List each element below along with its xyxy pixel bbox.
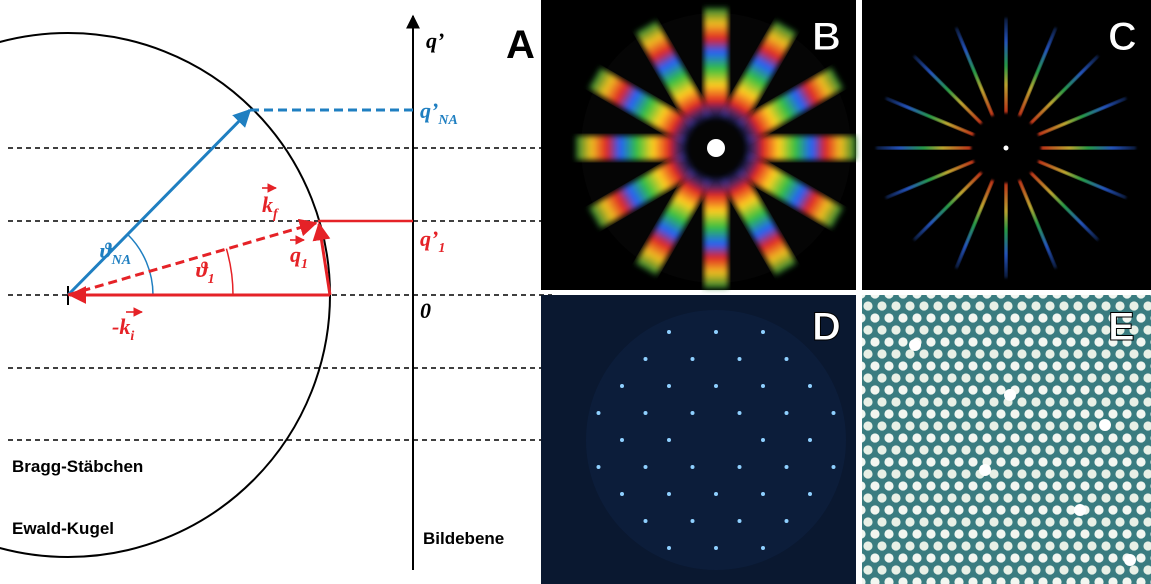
diffraction-spot xyxy=(832,465,836,469)
diffraction-spot xyxy=(667,438,671,442)
defect xyxy=(1099,419,1111,431)
diffraction-line xyxy=(1005,183,1008,278)
diffraction-spot xyxy=(714,384,718,388)
diffraction-spot xyxy=(620,492,624,496)
theta-1-arc xyxy=(226,249,233,295)
defect xyxy=(1124,554,1136,566)
diffraction-spot xyxy=(691,465,695,469)
diffraction-spot xyxy=(808,438,812,442)
k-f-label: kf xyxy=(262,192,279,222)
diffraction-spot xyxy=(738,465,742,469)
theta-na-label: ϑNA xyxy=(100,238,131,268)
diffraction-spot xyxy=(644,519,648,523)
diffraction-spot xyxy=(738,411,742,415)
aperture xyxy=(586,310,846,570)
diffraction-spot xyxy=(667,546,671,550)
diffraction-spot xyxy=(714,492,718,496)
figure: q’ A q’NA q’1 0 kf q1 ϑNA ϑ1 -ki Bragg-S… xyxy=(0,0,1151,584)
defect xyxy=(1074,504,1086,516)
diffraction-line xyxy=(876,147,971,150)
defect xyxy=(979,464,991,476)
diffraction-line xyxy=(1005,18,1008,113)
diffraction-spot xyxy=(597,411,601,415)
diffraction-spot xyxy=(808,492,812,496)
diffraction-spot xyxy=(691,357,695,361)
defect xyxy=(909,339,921,351)
ewald-label: Ewald-Kugel xyxy=(12,519,114,538)
diffraction-spot xyxy=(644,411,648,415)
zero-order xyxy=(1004,146,1009,151)
diffraction-spot xyxy=(761,330,765,334)
panel-label: C xyxy=(1108,15,1137,59)
diffraction-spot xyxy=(761,546,765,550)
diffraction-spot xyxy=(785,357,789,361)
q1-label: q’1 xyxy=(420,226,445,256)
zero-label: 0 xyxy=(420,298,431,323)
zero-order xyxy=(707,139,725,157)
q-na-label: q’NA xyxy=(420,98,458,128)
bragg-label: Bragg-Stäbchen xyxy=(12,457,143,476)
diffraction-spot xyxy=(808,384,812,388)
diffraction-streak xyxy=(746,136,856,160)
diffraction-spot xyxy=(644,465,648,469)
diffraction-spot xyxy=(667,384,671,388)
diffraction-spot xyxy=(620,384,624,388)
diffraction-spot xyxy=(832,411,836,415)
image-plane-label: Bildebene xyxy=(423,529,504,548)
k-na-vector xyxy=(68,110,250,295)
diffraction-spot xyxy=(761,492,765,496)
diffraction-spot xyxy=(620,438,624,442)
diffraction-spot xyxy=(785,465,789,469)
diffraction-streak xyxy=(704,178,728,288)
diffraction-spot xyxy=(761,438,765,442)
diffraction-spot xyxy=(714,330,718,334)
k-i-label: -ki xyxy=(112,314,134,344)
diffraction-spot xyxy=(691,519,695,523)
panel-label: A xyxy=(506,23,535,67)
diffraction-spot xyxy=(738,357,742,361)
panel-a: q’ A q’NA q’1 0 kf q1 ϑNA ϑ1 -ki Bragg-S… xyxy=(0,16,552,570)
diffraction-spot xyxy=(714,546,718,550)
diffraction-line xyxy=(1041,147,1136,150)
q1-vector-label: q1 xyxy=(290,242,308,272)
diffraction-spot xyxy=(667,492,671,496)
theta-na-arc xyxy=(128,234,153,295)
diffraction-spot xyxy=(597,465,601,469)
diffraction-spot xyxy=(761,384,765,388)
diffraction-spot xyxy=(785,519,789,523)
diffraction-spot xyxy=(691,411,695,415)
diffraction-streak xyxy=(576,136,686,160)
panel-label: E xyxy=(1108,305,1135,349)
defect xyxy=(1004,389,1016,401)
theta-1-label: ϑ1 xyxy=(196,257,215,287)
panel-label: B xyxy=(812,15,841,59)
diffraction-spot xyxy=(644,357,648,361)
diffraction-streak xyxy=(704,8,728,118)
panel-label: D xyxy=(812,305,841,349)
diffraction-spot xyxy=(785,411,789,415)
axis-label: q’ xyxy=(426,28,444,53)
diffraction-spot xyxy=(667,330,671,334)
diffraction-spot xyxy=(738,519,742,523)
